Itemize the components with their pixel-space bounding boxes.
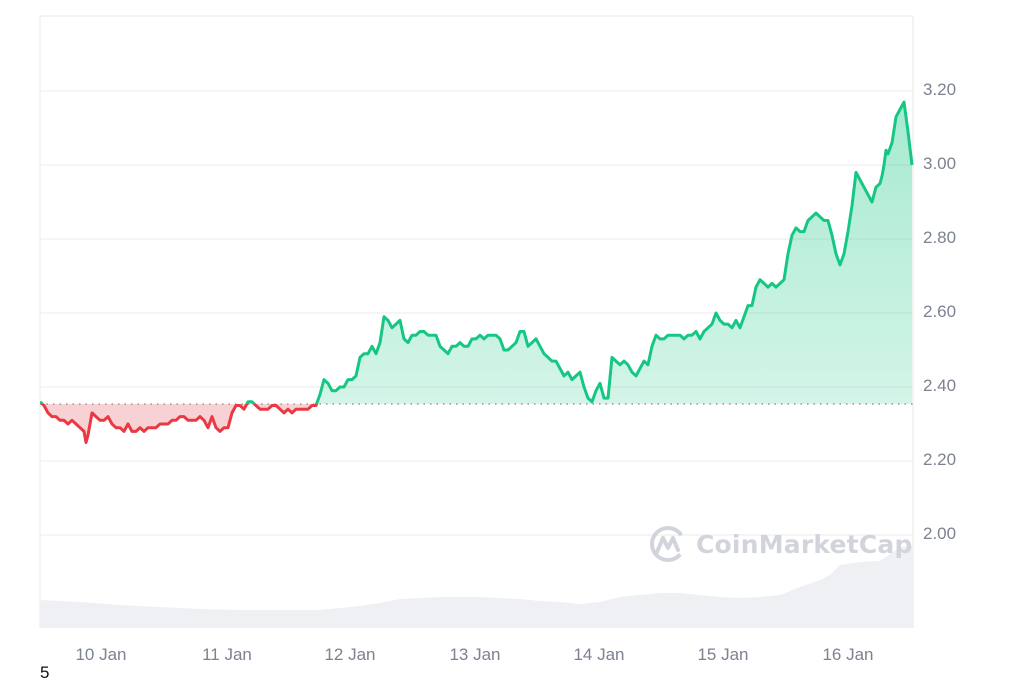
x-tick-label: 16 Jan	[822, 645, 874, 664]
x-tick-label: 14 Jan	[573, 645, 625, 664]
watermark-text: CoinMarketCap	[696, 529, 913, 559]
price-fill-up	[40, 102, 912, 404]
price-line-down	[40, 404, 319, 444]
y-tick-label: 2.40	[923, 376, 957, 395]
y-tick-label: 3.20	[923, 80, 957, 99]
x-tick-label: 12 Jan	[324, 645, 376, 664]
page-number: 5	[40, 663, 50, 682]
y-tick-label: 2.00	[923, 524, 957, 543]
x-tick-label: 13 Jan	[449, 645, 501, 664]
coinmarketcap-logo-icon	[650, 526, 686, 562]
price-line-up	[40, 100, 914, 404]
volume-area	[40, 546, 913, 628]
y-tick-label: 2.80	[923, 228, 957, 247]
y-tick-label: 2.20	[923, 450, 957, 469]
gridlines	[40, 90, 913, 536]
x-tick-label: 11 Jan	[202, 645, 252, 664]
x-tick-label: 15 Jan	[697, 645, 749, 664]
y-tick-label: 2.60	[923, 302, 957, 321]
x-tick-label: 10 Jan	[75, 645, 127, 664]
y-tick-label: 3.00	[923, 154, 957, 173]
watermark: CoinMarketCap	[648, 524, 913, 564]
